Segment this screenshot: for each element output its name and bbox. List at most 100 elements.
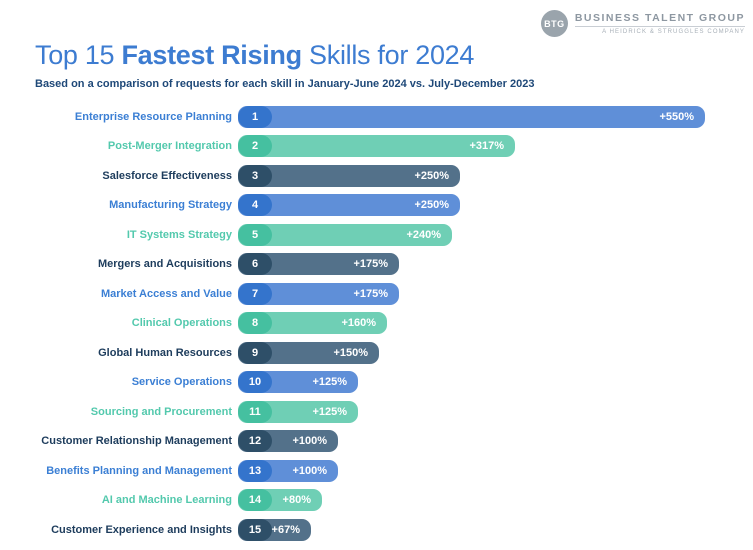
skill-bar: 15 +67%: [238, 518, 311, 541]
skill-label: IT Systems Strategy: [126, 228, 232, 241]
skill-bar: 6 +175%: [238, 253, 399, 276]
skill-bar: 7 +175%: [238, 282, 399, 305]
btg-monogram-icon: BTG: [540, 10, 568, 37]
rank-badge: 9: [238, 341, 272, 364]
bar-track: 12 +100%: [238, 430, 338, 453]
rank-badge: 5: [238, 223, 272, 246]
skill-bar: 14 +80%: [238, 489, 322, 512]
rank-badge: 8: [238, 312, 272, 335]
chart-row: Manufacturing Strategy 4 +250%: [0, 191, 753, 221]
value-label: +80%: [282, 494, 311, 507]
skill-bar: 5 +240%: [238, 223, 452, 246]
value-label: +160%: [341, 317, 376, 330]
skill-bar: 11 +125%: [238, 400, 358, 423]
title-emphasis: Fastest Rising: [121, 40, 302, 70]
rank-badge: 12: [238, 430, 272, 453]
skill-label: Customer Relationship Management: [41, 435, 232, 448]
skill-label: Enterprise Resource Planning: [74, 110, 232, 123]
skill-label: Salesforce Effectiveness: [102, 169, 232, 182]
value-label: +150%: [333, 346, 368, 359]
chart-row: IT Systems Strategy 5 +240%: [0, 220, 753, 250]
value-label: +550%: [659, 110, 694, 123]
rank-badge: 15: [238, 518, 272, 541]
chart-row: AI and Machine Learning 14 +80%: [0, 486, 753, 516]
value-label: +250%: [414, 169, 449, 182]
value-label: +125%: [312, 405, 347, 418]
skill-bar: 4 +250%: [238, 194, 460, 217]
bar-track: 1 +550%: [238, 105, 705, 128]
chart-row: Service Operations 10 +125%: [0, 368, 753, 398]
skill-bar: 3 +250%: [238, 164, 460, 187]
bar-track: 14 +80%: [238, 489, 322, 512]
bar-track: 15 +67%: [238, 518, 311, 541]
skill-label: Sourcing and Procurement: [90, 405, 232, 418]
skill-bar: 2 +317%: [238, 135, 515, 158]
value-label: +240%: [406, 228, 441, 241]
value-label: +250%: [414, 199, 449, 212]
skill-label: Service Operations: [131, 376, 232, 389]
bar-track: 2 +317%: [238, 135, 515, 158]
bar-track: 7 +175%: [238, 282, 399, 305]
value-label: +100%: [292, 435, 327, 448]
skill-label: Clinical Operations: [131, 317, 232, 330]
skill-label: Post-Merger Integration: [107, 140, 232, 153]
rank-badge: 13: [238, 459, 272, 482]
btg-logo: BTG BUSINESS TALENT GROUP A HEIDRICK & S…: [540, 10, 745, 37]
value-label: +175%: [353, 287, 388, 300]
company-tagline: A HEIDRICK & STRUGGLES COMPANY: [574, 26, 745, 35]
value-label: +125%: [312, 376, 347, 389]
bar-track: 13 +100%: [238, 459, 338, 482]
skill-bar: 10 +125%: [238, 371, 358, 394]
chart-row: Global Human Resources 9 +150%: [0, 338, 753, 368]
chart-row: Sourcing and Procurement 11 +125%: [0, 397, 753, 427]
rank-badge: 4: [238, 194, 272, 217]
bar-track: 6 +175%: [238, 253, 399, 276]
skill-label: Benefits Planning and Management: [46, 464, 232, 477]
rank-badge: 11: [238, 400, 272, 423]
bar-track: 9 +150%: [238, 341, 379, 364]
title-prefix: Top 15: [35, 40, 122, 70]
rank-badge: 2: [238, 135, 272, 158]
bar-track: 3 +250%: [238, 164, 460, 187]
chart-row: Enterprise Resource Planning 1 +550%: [0, 102, 753, 132]
chart-row: Customer Relationship Management 12 +100…: [0, 427, 753, 457]
skill-bar: 12 +100%: [238, 430, 338, 453]
skill-bar: 8 +160%: [238, 312, 387, 335]
bar-track: 11 +125%: [238, 400, 358, 423]
chart-row: Mergers and Acquisitions 6 +175%: [0, 250, 753, 280]
chart-row: Post-Merger Integration 2 +317%: [0, 132, 753, 162]
chart-row: Salesforce Effectiveness 3 +250%: [0, 161, 753, 191]
rank-badge: 7: [238, 282, 272, 305]
rank-badge: 14: [238, 489, 272, 512]
skill-label: AI and Machine Learning: [101, 494, 232, 507]
skills-bar-chart: Enterprise Resource Planning 1 +550% Pos…: [0, 102, 753, 545]
rank-badge: 3: [238, 164, 272, 187]
bar-track: 10 +125%: [238, 371, 358, 394]
chart-row: Clinical Operations 8 +160%: [0, 309, 753, 339]
skill-bar: 13 +100%: [238, 459, 338, 482]
skill-bar: 1 +550%: [238, 105, 705, 128]
value-label: +317%: [469, 140, 504, 153]
rank-badge: 10: [238, 371, 272, 394]
page-title: Top 15 Fastest Rising Skills for 2024: [35, 40, 753, 71]
chart-subtitle: Based on a comparison of requests for ea…: [35, 78, 535, 90]
logo-text-block: BUSINESS TALENT GROUP A HEIDRICK & STRUG…: [574, 12, 745, 35]
rank-badge: 6: [238, 253, 272, 276]
title-suffix: Skills for 2024: [301, 40, 475, 70]
bar-track: 8 +160%: [238, 312, 387, 335]
skill-label: Customer Experience and Insights: [51, 523, 232, 536]
skill-label: Mergers and Acquisitions: [97, 258, 232, 271]
chart-row: Market Access and Value 7 +175%: [0, 279, 753, 309]
company-name: BUSINESS TALENT GROUP: [574, 12, 745, 24]
bar-track: 4 +250%: [238, 194, 460, 217]
value-label: +175%: [353, 258, 388, 271]
chart-header: Top 15 Fastest Rising Skills for 2024 Ba…: [0, 0, 753, 90]
skill-label: Market Access and Value: [100, 287, 232, 300]
rank-badge: 1: [238, 105, 272, 128]
bar-track: 5 +240%: [238, 223, 452, 246]
skill-bar: 9 +150%: [238, 341, 379, 364]
chart-row: Benefits Planning and Management 13 +100…: [0, 456, 753, 486]
chart-row: Customer Experience and Insights 15 +67%: [0, 515, 753, 545]
value-label: +100%: [292, 464, 327, 477]
